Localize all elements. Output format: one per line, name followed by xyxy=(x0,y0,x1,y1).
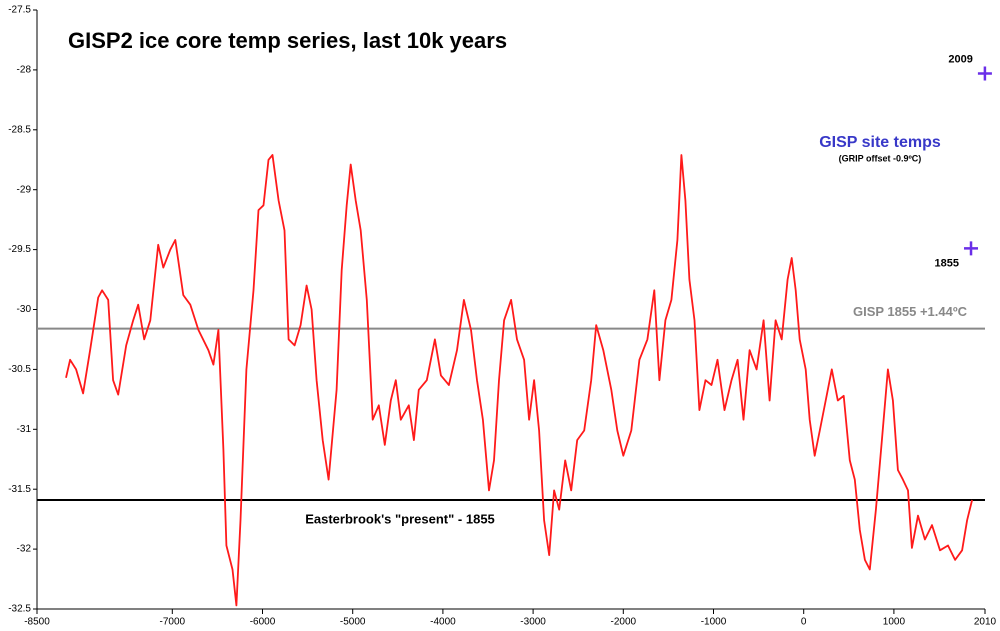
y-tick-label: -32.5 xyxy=(8,604,31,615)
x-tick-label: 2010 xyxy=(974,617,997,628)
x-tick-label: -6000 xyxy=(250,617,276,628)
x-tick-label: -8500 xyxy=(24,617,50,628)
y-tick-label: -30.5 xyxy=(8,364,31,375)
x-tick-label: 0 xyxy=(801,617,807,628)
y-tick-label: -28.5 xyxy=(8,124,31,135)
data-line xyxy=(65,154,973,607)
y-tick-label: -27.5 xyxy=(8,5,31,16)
point-marker xyxy=(977,66,992,81)
x-tick-label: -7000 xyxy=(160,617,186,628)
x-tick-label: -3000 xyxy=(520,617,546,628)
reference-label: Easterbrook's "present" - 1855 xyxy=(305,511,495,526)
annotation: GISP site temps xyxy=(819,134,941,151)
y-tick-label: -31 xyxy=(17,424,32,435)
x-tick-label: -2000 xyxy=(611,617,637,628)
y-tick-label: -30 xyxy=(17,304,32,315)
chart-title: GISP2 ice core temp series, last 10k yea… xyxy=(68,28,507,53)
x-tick-label: 1000 xyxy=(883,617,906,628)
point-marker xyxy=(964,241,979,256)
y-tick-label: -29 xyxy=(17,184,32,195)
y-tick-label: -31.5 xyxy=(8,484,31,495)
x-tick-label: -1000 xyxy=(701,617,727,628)
point-label: 1855 xyxy=(935,257,959,269)
y-tick-label: -29.5 xyxy=(8,244,31,255)
point-label: 2009 xyxy=(948,53,972,65)
x-tick-label: -4000 xyxy=(430,617,456,628)
y-tick-label: -32 xyxy=(17,544,32,555)
x-tick-label: -5000 xyxy=(340,617,366,628)
y-tick-label: -28 xyxy=(17,65,32,76)
reference-label: GISP 1855 +1.44ºC xyxy=(853,304,968,319)
annotation: (GRIP offset -0.9ºC) xyxy=(839,153,922,163)
